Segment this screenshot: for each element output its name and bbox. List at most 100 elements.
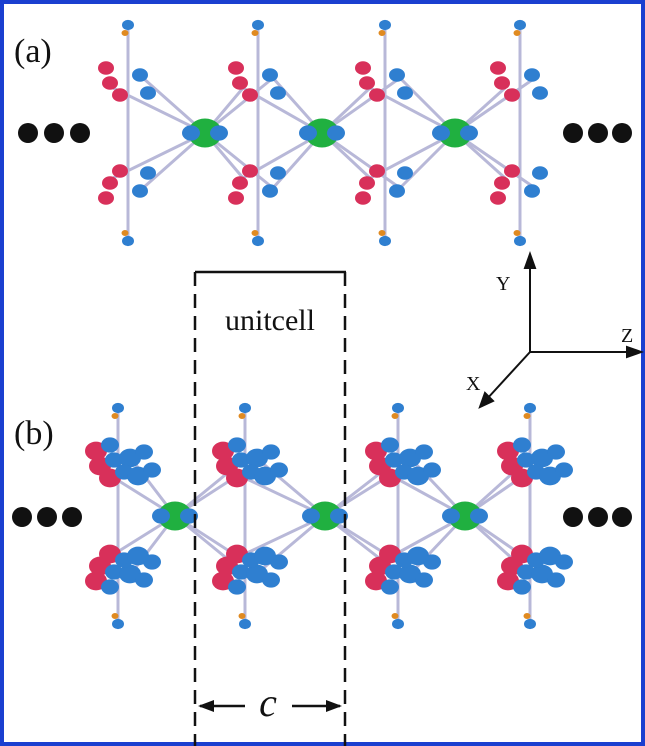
atom: [270, 166, 286, 180]
atom-h: [228, 437, 246, 452]
atom: [98, 61, 114, 75]
atom-h: [239, 619, 251, 629]
atom-h: [270, 554, 288, 569]
axis-z-label: Z: [621, 325, 633, 347]
atom-h: [228, 579, 246, 594]
ellipsis-dot: [18, 123, 38, 143]
atom-h: [262, 444, 280, 459]
atom: [112, 88, 128, 102]
atom-c: [524, 413, 531, 419]
atom-c: [112, 613, 119, 619]
atom: [232, 176, 248, 190]
atom-h: [252, 20, 264, 30]
atom-h: [524, 619, 536, 629]
atom: [242, 88, 258, 102]
atom-h: [513, 437, 531, 452]
atom-h: [423, 462, 441, 477]
atom: [369, 88, 385, 102]
ellipsis-dot: [37, 507, 57, 527]
atom: [369, 164, 385, 178]
atom: [228, 191, 244, 205]
atom-h: [555, 554, 573, 569]
atom-h: [379, 20, 391, 30]
atom: [132, 68, 148, 82]
atom-h: [143, 554, 161, 569]
atom-h: [513, 579, 531, 594]
frame: [2, 2, 643, 744]
atom: [490, 61, 506, 75]
atom-h: [299, 125, 317, 140]
atom-h: [514, 236, 526, 246]
atom: [490, 191, 506, 205]
atom-h: [182, 125, 200, 140]
atom: [389, 184, 405, 198]
ellipsis-dot: [12, 507, 32, 527]
atom: [102, 76, 118, 90]
ellipsis-dot: [563, 123, 583, 143]
atom: [494, 176, 510, 190]
axis-y-label: Y: [496, 273, 510, 295]
atom-h: [460, 125, 478, 140]
ellipsis-dot: [612, 123, 632, 143]
atom: [355, 191, 371, 205]
atom-h: [252, 236, 264, 246]
atom: [112, 164, 128, 178]
atom-h: [122, 236, 134, 246]
atom-h: [423, 554, 441, 569]
atom-c: [122, 230, 129, 236]
atom-c: [514, 230, 521, 236]
atom-h: [239, 403, 251, 413]
ellipsis-dot: [588, 507, 608, 527]
atom: [359, 76, 375, 90]
atom-h: [135, 444, 153, 459]
atom-c: [392, 613, 399, 619]
atom-h: [415, 572, 433, 587]
atom: [494, 76, 510, 90]
atom: [504, 164, 520, 178]
atom-h: [555, 462, 573, 477]
atom: [524, 184, 540, 198]
atom-c: [252, 30, 259, 36]
ellipsis-dot: [62, 507, 82, 527]
atom: [397, 86, 413, 100]
atom: [397, 166, 413, 180]
atom: [262, 68, 278, 82]
atom-c: [239, 413, 246, 419]
atom-c: [524, 613, 531, 619]
ellipsis-dot: [70, 123, 90, 143]
atom-h: [432, 125, 450, 140]
atom: [504, 88, 520, 102]
atom-h: [152, 508, 170, 523]
axis-x-label: X: [466, 373, 481, 395]
atom: [232, 76, 248, 90]
atom-c: [112, 413, 119, 419]
unit-cell-label: unitcell: [225, 304, 315, 337]
atom-h: [270, 462, 288, 477]
atom-h: [101, 437, 119, 452]
panel-label: (b): [14, 415, 54, 452]
atom-h: [514, 20, 526, 30]
c-label: c: [259, 680, 277, 725]
atom-h: [470, 508, 488, 523]
atom-c: [379, 230, 386, 236]
atom-c: [379, 30, 386, 36]
atom: [524, 68, 540, 82]
atom: [132, 184, 148, 198]
atom-c: [122, 30, 129, 36]
atom-h: [392, 619, 404, 629]
atom-h: [547, 444, 565, 459]
atom-h: [524, 403, 536, 413]
atom-h: [381, 579, 399, 594]
ellipsis-dot: [563, 507, 583, 527]
atom: [270, 86, 286, 100]
atom-h: [210, 125, 228, 140]
atom: [228, 61, 244, 75]
atom-h: [379, 236, 391, 246]
atom-h: [101, 579, 119, 594]
atom-h: [262, 572, 280, 587]
atom-c: [392, 413, 399, 419]
atom-h: [135, 572, 153, 587]
atom: [532, 166, 548, 180]
atom: [102, 176, 118, 190]
atom: [262, 184, 278, 198]
